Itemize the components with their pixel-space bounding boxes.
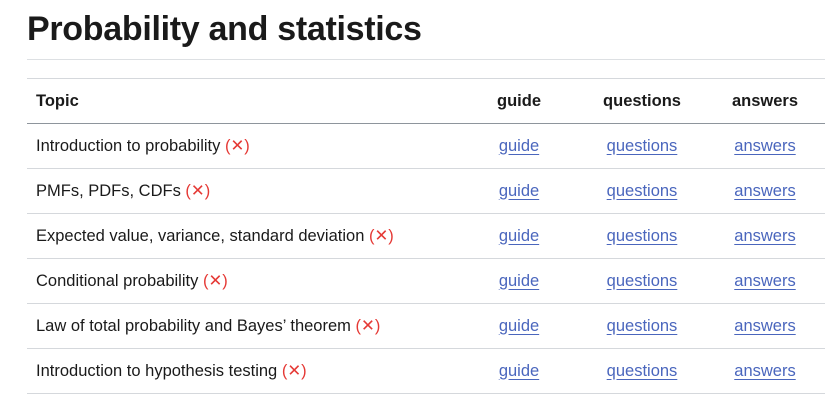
guide-cell: guide <box>459 258 579 304</box>
answers-link[interactable]: answers <box>734 181 796 200</box>
table-row: PMFs, PDFs, CDFs (✕) guide questions ans… <box>27 168 825 214</box>
answers-cell: answers <box>705 123 825 169</box>
topic-cell: Introduction to probability (✕) <box>27 123 459 169</box>
incomplete-x-icon: (✕) <box>281 362 307 380</box>
questions-cell: questions <box>579 303 705 349</box>
questions-link[interactable]: questions <box>606 181 678 200</box>
answers-cell: answers <box>705 303 825 349</box>
questions-link[interactable]: questions <box>606 316 678 335</box>
table-row: Law of total probability and Bayes’ theo… <box>27 303 825 349</box>
incomplete-x-icon: (✕) <box>185 182 211 200</box>
guide-cell: guide <box>459 213 579 259</box>
topic-cell: PMFs, PDFs, CDFs (✕) <box>27 168 459 214</box>
answers-link[interactable]: answers <box>734 136 796 155</box>
questions-cell: questions <box>579 168 705 214</box>
questions-cell: questions <box>579 213 705 259</box>
table-row: Introduction to hypothesis testing (✕) g… <box>27 348 825 394</box>
questions-cell: questions <box>579 123 705 169</box>
topics-table: Topic guide questions answers Introducti… <box>27 78 825 394</box>
answers-link[interactable]: answers <box>734 226 796 245</box>
guide-cell: guide <box>459 303 579 349</box>
header-guide: guide <box>459 78 579 124</box>
topic-label: Introduction to probability <box>36 137 221 155</box>
guide-link[interactable]: guide <box>498 226 540 245</box>
questions-link[interactable]: questions <box>606 271 678 290</box>
questions-cell: questions <box>579 258 705 304</box>
answers-cell: answers <box>705 213 825 259</box>
topic-cell: Introduction to hypothesis testing (✕) <box>27 348 459 394</box>
incomplete-x-icon: (✕) <box>355 317 381 335</box>
questions-cell: questions <box>579 348 705 394</box>
guide-link[interactable]: guide <box>498 181 540 200</box>
table-row: Expected value, variance, standard devia… <box>27 213 825 259</box>
topic-label: PMFs, PDFs, CDFs <box>36 182 181 200</box>
guide-link[interactable]: guide <box>498 271 540 290</box>
answers-cell: answers <box>705 168 825 214</box>
incomplete-x-icon: (✕) <box>202 272 228 290</box>
topic-cell: Expected value, variance, standard devia… <box>27 213 459 259</box>
answers-cell: answers <box>705 258 825 304</box>
guide-link[interactable]: guide <box>498 136 540 155</box>
guide-cell: guide <box>459 348 579 394</box>
questions-link[interactable]: questions <box>606 136 678 155</box>
topic-label: Conditional probability <box>36 272 199 290</box>
questions-link[interactable]: questions <box>606 226 678 245</box>
guide-link[interactable]: guide <box>498 361 540 380</box>
title-divider <box>27 59 825 60</box>
header-answers: answers <box>705 78 825 124</box>
topic-label: Introduction to hypothesis testing <box>36 362 278 380</box>
header-topic: Topic <box>27 78 459 124</box>
topic-cell: Conditional probability (✕) <box>27 258 459 304</box>
questions-link[interactable]: questions <box>606 361 678 380</box>
answers-link[interactable]: answers <box>734 316 796 335</box>
guide-link[interactable]: guide <box>498 316 540 335</box>
incomplete-x-icon: (✕) <box>224 137 250 155</box>
incomplete-x-icon: (✕) <box>368 227 394 245</box>
page-title: Probability and statistics <box>27 10 422 48</box>
header-row: Topic guide questions answers <box>27 78 825 124</box>
answers-link[interactable]: answers <box>734 271 796 290</box>
table-row: Introduction to probability (✕) guide qu… <box>27 123 825 169</box>
topic-label: Law of total probability and Bayes’ theo… <box>36 317 351 335</box>
topic-cell: Law of total probability and Bayes’ theo… <box>27 303 459 349</box>
header-questions: questions <box>579 78 705 124</box>
answers-link[interactable]: answers <box>734 361 796 380</box>
answers-cell: answers <box>705 348 825 394</box>
guide-cell: guide <box>459 168 579 214</box>
table-row: Conditional probability (✕) guide questi… <box>27 258 825 304</box>
guide-cell: guide <box>459 123 579 169</box>
topic-label: Expected value, variance, standard devia… <box>36 227 365 245</box>
